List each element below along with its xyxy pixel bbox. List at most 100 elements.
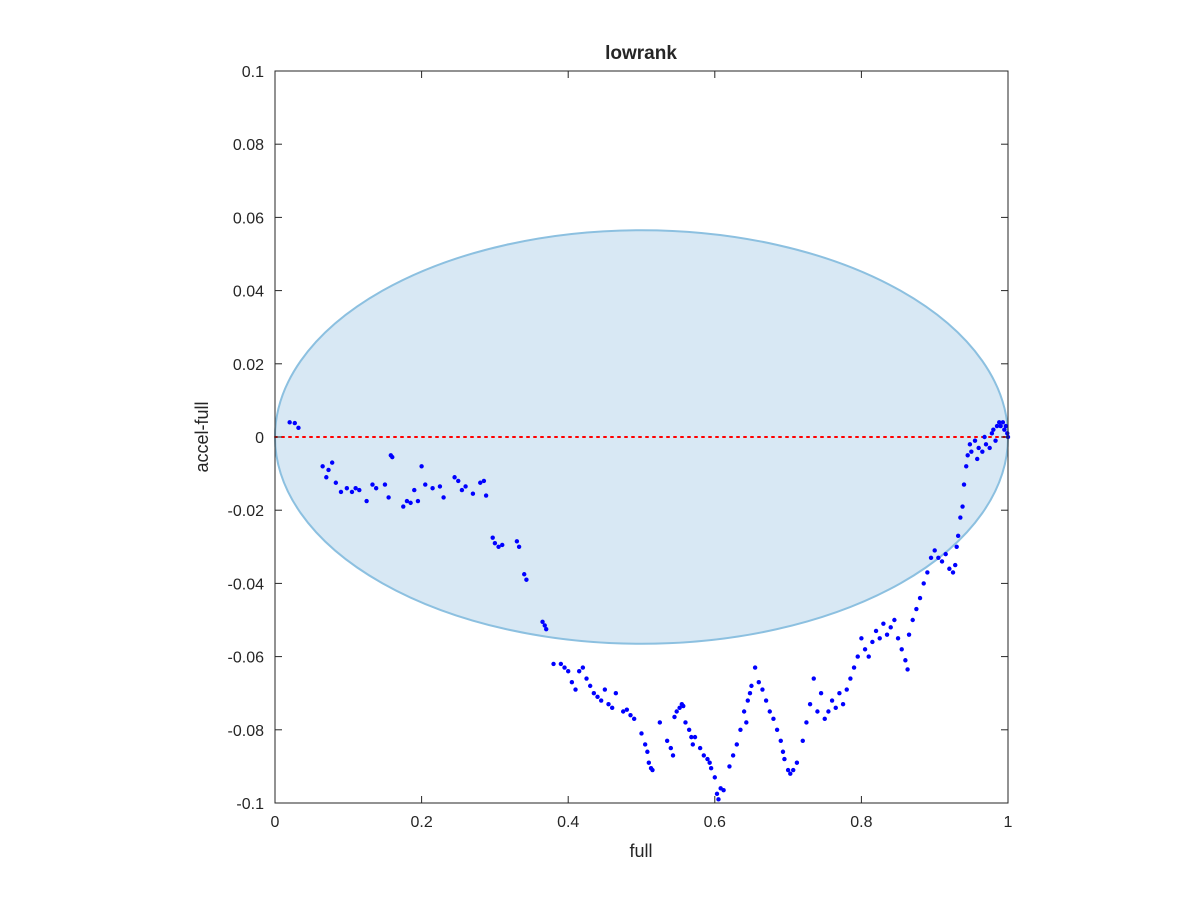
scatter-point <box>914 606 919 612</box>
ticks-layer: 0 0.2 0.4 0.6 0.8 1 -0.1 -0.08 -0.06 -0.04 -0.02 0 0… <box>228 64 1013 831</box>
scatter-point <box>697 745 703 751</box>
y-tick-label: 0.04 <box>233 284 264 301</box>
scatter-point <box>701 753 707 758</box>
scatter-point <box>650 767 655 773</box>
scatter-point <box>862 647 868 652</box>
scatter-point <box>524 577 529 582</box>
scatter-point <box>587 683 593 689</box>
scatter-point <box>721 787 726 793</box>
scatter-point <box>441 495 446 500</box>
scatter-point <box>964 464 969 469</box>
scatter-point <box>975 456 980 462</box>
scatter-point <box>866 654 871 659</box>
scatter-point <box>756 680 761 685</box>
scatter-point <box>542 623 547 628</box>
scatter-point <box>932 548 937 553</box>
scatter-point <box>544 626 549 632</box>
scatter-point <box>326 467 331 473</box>
scatter-point <box>320 464 325 469</box>
scatter-point <box>683 720 688 725</box>
scatter-point <box>386 495 391 500</box>
scatter-point <box>993 438 998 443</box>
scatter-point <box>782 756 787 762</box>
scatter-point <box>576 669 582 674</box>
scatter-point <box>674 709 679 714</box>
scatter-point <box>855 654 860 659</box>
scatter-point <box>478 480 483 485</box>
scatter-point <box>296 425 301 431</box>
scatter-point <box>727 764 732 769</box>
scatter-point <box>822 716 827 722</box>
scatter-point <box>598 698 604 703</box>
scatter-point <box>741 709 747 714</box>
scatter-point <box>910 617 915 623</box>
scatter-point <box>870 639 875 645</box>
scatter-point <box>430 486 435 491</box>
x-tick-label: 1 <box>1004 814 1013 831</box>
scatter-point <box>677 705 682 711</box>
scatter-point <box>591 691 597 696</box>
scatter-point <box>844 687 849 692</box>
scatter-point <box>939 559 945 564</box>
x-tick-label: 0.2 <box>410 814 432 831</box>
scatter-point <box>749 683 754 689</box>
scatter-point <box>730 753 736 758</box>
scatter-point <box>881 621 886 626</box>
scatter-point <box>437 484 443 489</box>
scatter-point <box>452 475 457 480</box>
scatter-point <box>943 551 948 557</box>
scatter-point <box>606 701 611 707</box>
scatter-point <box>859 636 864 641</box>
y-tick-label: -0.06 <box>228 650 265 667</box>
scatter-point <box>804 720 809 725</box>
scatter-point <box>955 533 961 539</box>
y-tick-label: 0.08 <box>233 137 264 154</box>
scatter-point <box>324 475 329 480</box>
scatter-point <box>390 454 395 460</box>
scatter-point <box>997 420 1002 425</box>
scatter-point <box>969 449 974 454</box>
scatter-point <box>631 716 637 722</box>
scatter-point <box>953 562 958 568</box>
scatter-point <box>760 687 765 692</box>
scatter-point <box>716 797 721 802</box>
scatter-point <box>664 738 670 743</box>
scatter-point <box>670 753 676 758</box>
scatter-point <box>771 716 776 722</box>
scatter-point <box>516 544 522 549</box>
scatter-point <box>965 453 970 458</box>
scatter-point <box>681 703 686 709</box>
scatter-point <box>483 493 489 498</box>
scatter-point <box>382 482 388 487</box>
scatter-point <box>734 742 739 747</box>
x-tick-label: 0.4 <box>557 814 579 831</box>
scatter-point <box>412 487 417 493</box>
scatter-point <box>566 669 571 674</box>
scatter-point <box>785 767 791 773</box>
scatter-point <box>892 617 897 623</box>
scatter-point <box>613 691 619 696</box>
scatter-point <box>1003 423 1009 429</box>
scatter-point <box>837 691 842 696</box>
scatter-point <box>708 766 714 771</box>
scatter-point <box>972 438 978 443</box>
scatter-point <box>401 504 406 509</box>
scatter-point <box>807 701 813 707</box>
scatter-point <box>686 727 692 732</box>
scatter-point <box>514 539 520 544</box>
points-layer <box>287 420 1011 802</box>
scatter-point <box>333 480 339 485</box>
scatter-point <box>983 442 989 447</box>
scatter-point <box>490 535 495 540</box>
scatter-point <box>645 749 650 754</box>
scatter-point <box>752 665 758 670</box>
scatter-point <box>928 555 934 560</box>
scatter-point <box>404 498 410 504</box>
x-tick-label: 0.6 <box>704 814 726 831</box>
y-tick-label: 0.1 <box>242 64 264 81</box>
scatter-point <box>558 661 564 667</box>
scatter-point <box>936 555 941 560</box>
y-axis-label: accel-full <box>192 401 212 472</box>
scatter-point <box>947 566 952 571</box>
scatter-point <box>800 738 805 743</box>
